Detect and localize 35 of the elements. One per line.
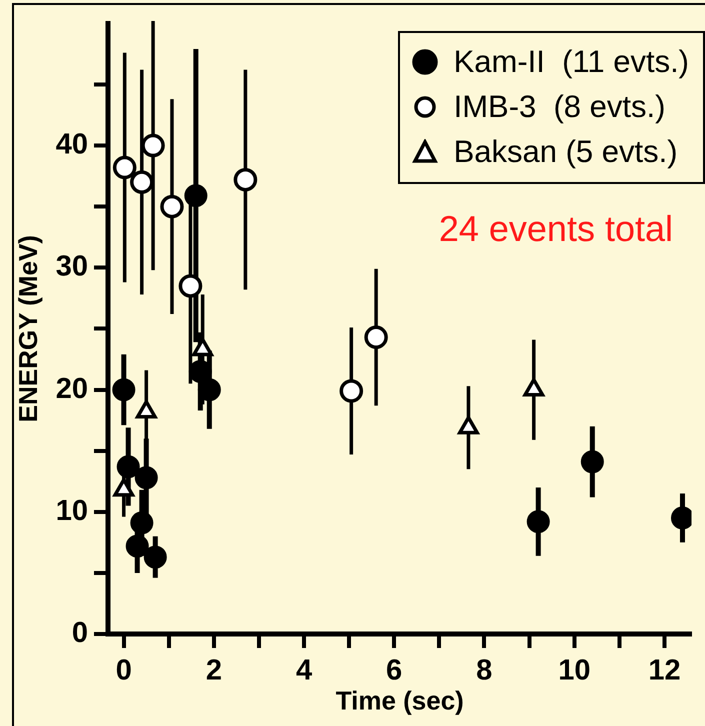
point: [188, 360, 212, 383]
point: [130, 511, 154, 534]
point: [364, 326, 388, 349]
legend-label: IMB-3 (8 evts.): [454, 88, 666, 126]
point: [184, 184, 208, 208]
point: [126, 534, 149, 558]
point: [116, 455, 140, 478]
point: [580, 450, 604, 474]
legend-label: Baksan (5 evts.): [454, 133, 678, 172]
point: [112, 378, 136, 402]
x-tick-label: 2: [206, 654, 222, 686]
annotation: 24 events total: [438, 208, 673, 250]
point: [234, 168, 258, 192]
point: [112, 156, 136, 180]
y-axis-title: ENERGY (MeV): [12, 235, 43, 422]
y-tick-label: 30: [56, 250, 88, 283]
y-tick-label: 20: [56, 372, 88, 405]
point: [526, 510, 550, 534]
x-tick-label: 0: [116, 654, 132, 686]
x-tick-label: 6: [386, 654, 402, 686]
y-tick-label: 0: [72, 617, 88, 649]
x-tick-label: 4: [296, 654, 312, 686]
y-tick-label: 10: [56, 494, 88, 527]
x-axis-title: Time (sec): [336, 686, 464, 716]
point: [160, 194, 184, 218]
x-tick-label: 8: [476, 654, 492, 686]
point: [144, 546, 167, 569]
legend-label: Kam-II (11 evts.): [454, 43, 689, 82]
x-tick-label: 10: [558, 654, 590, 686]
point: [198, 378, 221, 402]
x-tick-label: 12: [648, 654, 681, 686]
point: [340, 379, 364, 403]
point: [178, 274, 202, 298]
point: [134, 466, 158, 490]
y-tick-label: 40: [56, 128, 88, 161]
